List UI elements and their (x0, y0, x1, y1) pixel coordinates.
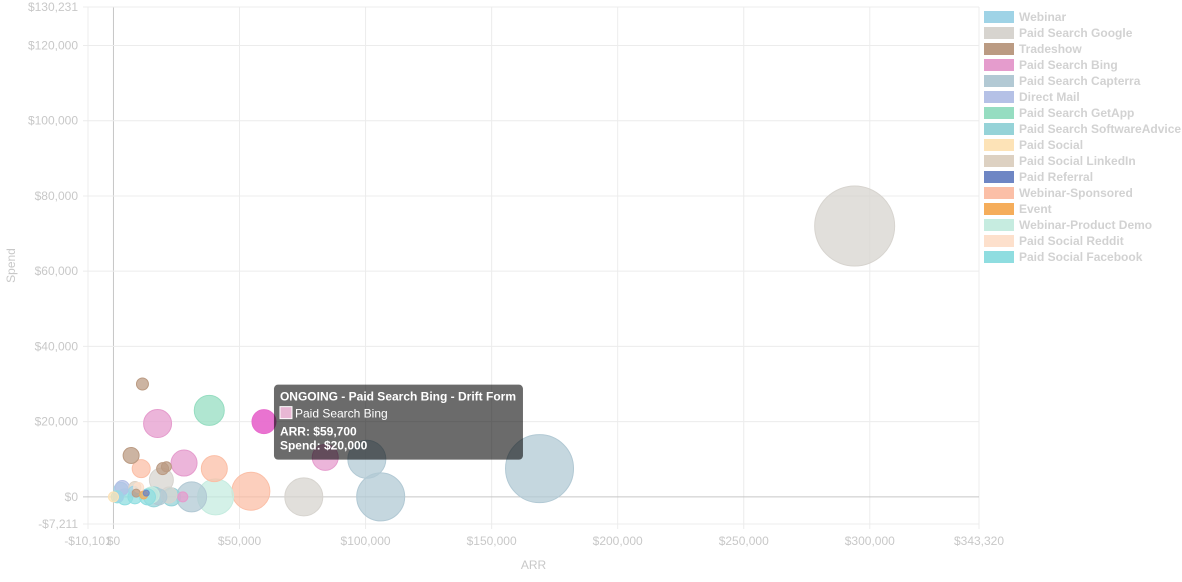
x-axis-title: ARR (521, 558, 547, 572)
bubble[interactable] (122, 446, 140, 464)
y-tick-label: $130,231 (28, 0, 78, 14)
axes: -$10,101$0 $50,000 $100,000 $150,000 $200,00… (4, 0, 1004, 572)
legend-label: Paid Social Facebook (1019, 250, 1143, 264)
bubbles (107, 185, 896, 522)
legend-label: Webinar (1019, 10, 1066, 24)
legend-label: Paid Search SoftwareAdvice (1019, 122, 1181, 136)
x-tick-label: $250,000 (719, 534, 769, 548)
legend-label: Paid Referral (1019, 170, 1093, 184)
legend-item[interactable]: Paid Search Bing (984, 58, 1118, 72)
legend-item[interactable]: Direct Mail (984, 90, 1080, 104)
legend-swatch (984, 139, 1014, 151)
legend-label: Event (1019, 202, 1052, 216)
legend-label: Paid Search GetApp (1019, 106, 1134, 120)
tooltip-series-label: Paid Search Bing (295, 407, 388, 421)
legend-swatch (984, 91, 1014, 103)
y-tick-label: $100,000 (28, 114, 78, 128)
bubble[interactable] (814, 185, 896, 267)
legend-item[interactable]: Paid Social Reddit (984, 234, 1124, 248)
bubble[interactable] (170, 449, 198, 477)
bubble[interactable] (142, 489, 150, 497)
legend-item[interactable]: Tradeshow (984, 42, 1082, 56)
bubble[interactable] (356, 472, 406, 522)
legend-item[interactable]: Paid Social (984, 138, 1083, 152)
legend-item[interactable]: Paid Social LinkedIn (984, 154, 1136, 168)
legend-swatch (984, 107, 1014, 119)
y-tick-label: $120,000 (28, 38, 78, 52)
bubble[interactable] (131, 459, 151, 479)
tooltip-arr: ARR: $59,700 (280, 425, 357, 439)
legend-item[interactable]: Paid Search GetApp (984, 106, 1134, 120)
legend-label: Paid Search Capterra (1019, 74, 1141, 88)
bubble[interactable] (107, 491, 119, 503)
bubble[interactable] (231, 471, 271, 511)
legend-item[interactable]: Paid Search Google (984, 26, 1133, 40)
legend-label: Paid Social Reddit (1019, 234, 1124, 248)
legend-item[interactable]: Webinar-Product Demo (984, 218, 1152, 232)
y-axis-title: Spend (4, 248, 18, 283)
legend-swatch (984, 155, 1014, 167)
legend-swatch (984, 203, 1014, 215)
legend-label: Direct Mail (1019, 90, 1080, 104)
legend-swatch (984, 235, 1014, 247)
x-tick-label: $100,000 (341, 534, 391, 548)
legend-item[interactable]: Paid Referral (984, 170, 1093, 184)
legend-item[interactable]: Event (984, 202, 1052, 216)
tooltip-swatch (279, 406, 293, 420)
legend-swatch (984, 171, 1014, 183)
x-tick-label: $0 (107, 534, 121, 548)
legend-label: Paid Social LinkedIn (1019, 154, 1136, 168)
legend-label: Paid Search Bing (1019, 58, 1118, 72)
legend-item[interactable]: Webinar (984, 10, 1066, 24)
legend-label: Paid Search Google (1019, 26, 1133, 40)
x-tick-label: -$10,101 (64, 534, 112, 548)
legend-swatch (984, 27, 1014, 39)
tooltip-background (273, 384, 523, 460)
legend-label: Webinar-Sponsored (1019, 186, 1133, 200)
bubble[interactable] (284, 477, 324, 517)
tooltip: ONGOING - Paid Search Bing - Drift Form P… (273, 384, 523, 460)
legend-label: Tradeshow (1019, 42, 1082, 56)
legend-swatch (984, 219, 1014, 231)
y-tick-label: $40,000 (35, 339, 79, 353)
bubble[interactable] (131, 488, 141, 498)
legend-swatch (984, 187, 1014, 199)
legend-item[interactable]: Paid Social Facebook (984, 250, 1143, 264)
x-tick-label: $50,000 (218, 534, 262, 548)
legend-item[interactable]: Paid Search SoftwareAdvice (984, 122, 1181, 136)
legend-swatch (984, 43, 1014, 55)
bubble[interactable] (135, 377, 149, 391)
x-tick-label: $300,000 (845, 534, 895, 548)
y-tick-label: $80,000 (35, 189, 79, 203)
legend-swatch (984, 11, 1014, 23)
bubble[interactable] (200, 455, 228, 483)
bubble[interactable] (143, 409, 173, 439)
legend-swatch (984, 59, 1014, 71)
legend-label: Paid Social (1019, 138, 1083, 152)
x-tick-label: $343,320 (954, 534, 1004, 548)
legend-item[interactable]: Paid Search Capterra (984, 74, 1141, 88)
tooltip-box: ONGOING - Paid Search Bing - Drift Form P… (273, 384, 523, 460)
y-tick-label: $0 (65, 490, 79, 504)
legend-swatch (984, 75, 1014, 87)
legend-item[interactable]: Webinar-Sponsored (984, 186, 1133, 200)
y-tick-label: -$7,211 (38, 517, 78, 531)
tooltip-spend: Spend: $20,000 (280, 439, 368, 453)
tooltip-title: ONGOING - Paid Search Bing - Drift Form (280, 390, 516, 404)
y-tick-label: $20,000 (35, 415, 79, 429)
x-tick-label: $150,000 (467, 534, 517, 548)
bubble-highlighted[interactable] (251, 409, 277, 435)
legend-swatch (984, 123, 1014, 135)
bubble[interactable] (177, 491, 189, 503)
x-tick-label: $200,000 (593, 534, 643, 548)
y-tick-label: $60,000 (35, 264, 79, 278)
legend: Webinar Paid Search Google Tradeshow Paid S… (984, 10, 1181, 264)
legend-swatch (984, 251, 1014, 263)
legend-label: Webinar-Product Demo (1019, 218, 1152, 232)
bubble[interactable] (193, 394, 225, 426)
bubble[interactable] (160, 461, 172, 473)
